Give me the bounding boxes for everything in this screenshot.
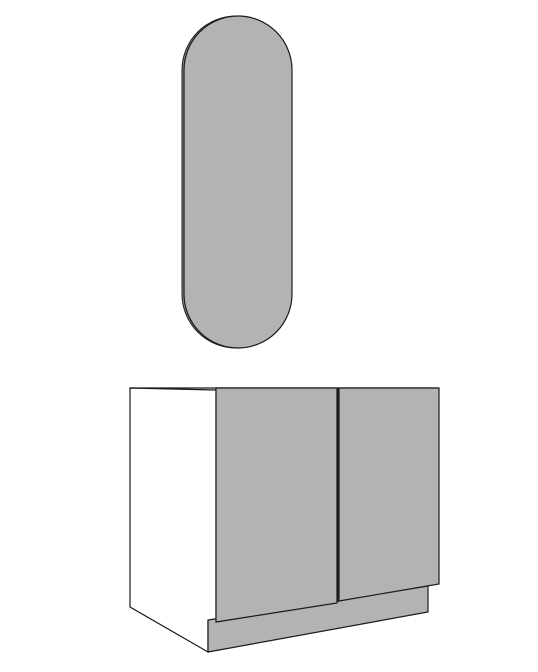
cabinet-door-left — [215, 387, 338, 623]
vanity-cabinet — [129, 387, 440, 654]
cabinet-door-right — [338, 387, 440, 602]
mirror-face — [183, 15, 293, 349]
cabinet-side-panel — [129, 387, 217, 654]
pill-mirror — [181, 15, 293, 349]
